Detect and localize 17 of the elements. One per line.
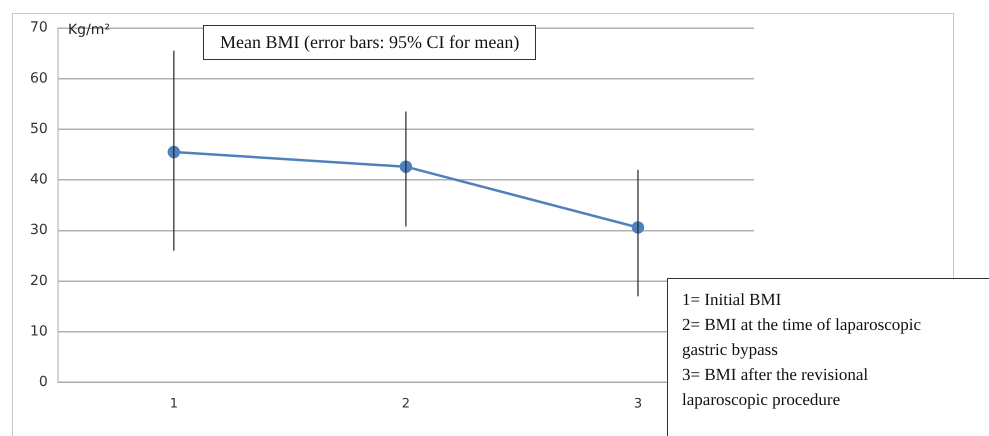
- text-box: 1= Initial BMI 2= BMI at the time of laparoscopic gastric bypass 3= BMI after the revisional laparoscopic procedure: [667, 278, 989, 436]
- y-tick-label: 50: [30, 120, 48, 137]
- y-tick-label: 0: [38, 374, 48, 390]
- y-axis-title: Kg/m²: [68, 22, 110, 38]
- y-tick-label: 40: [30, 172, 48, 188]
- y-tick-label: 30: [30, 222, 48, 238]
- y-tick-label: 20: [30, 272, 48, 289]
- x-tick-label: 3: [634, 396, 642, 412]
- annotation: 3= BMI after the revisional laparoscopic procedure: [682, 364, 870, 411]
- x-tick-label: 2: [402, 396, 410, 412]
- chart-title: Mean BMI (error bars: 95% CI for mean): [203, 25, 536, 60]
- y-tick-label: 10: [30, 323, 48, 340]
- y-tick-label: 60: [30, 70, 48, 86]
- annotation: 1= Initial BMI: [682, 289, 782, 311]
- y-tick-label: 70: [30, 20, 48, 36]
- x-tick-label: 1: [170, 396, 178, 412]
- annotation: 2= BMI at the time of laparoscopic gastric bypass: [682, 314, 922, 361]
